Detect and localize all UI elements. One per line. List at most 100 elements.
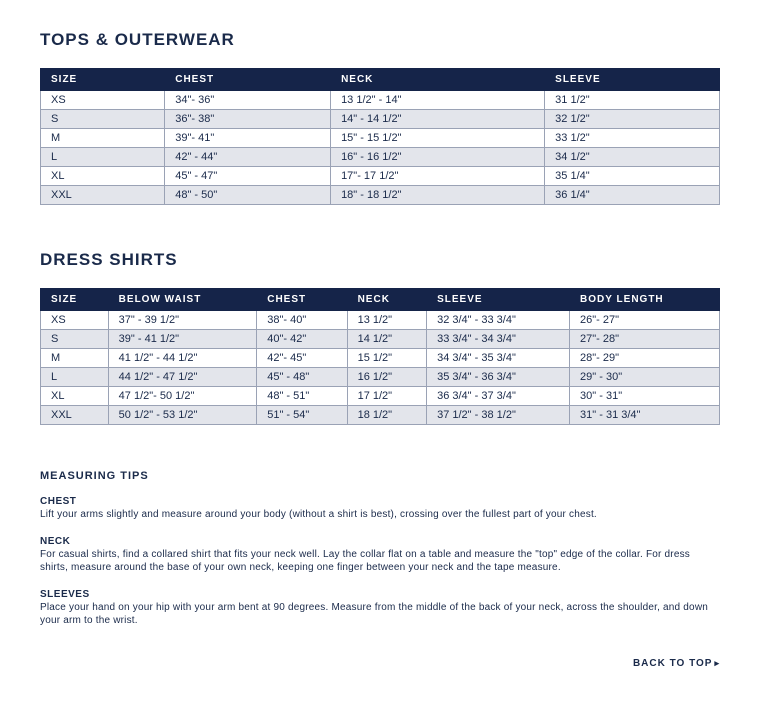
table-row: S39" - 41 1/2"40"- 42"14 1/2"33 3/4" - 3… (41, 330, 720, 349)
table-header-row: SIZEBELOW WAISTCHESTNECKSLEEVEBODY LENGT… (41, 289, 720, 311)
table-cell: 39"- 41" (165, 129, 331, 148)
table-cell: 41 1/2" - 44 1/2" (108, 349, 257, 368)
table-cell: 15" - 15 1/2" (331, 129, 545, 148)
table-cell: XS (41, 311, 109, 330)
tip-text: Lift your arms slightly and measure arou… (40, 508, 720, 522)
column-header: CHEST (165, 69, 331, 91)
back-to-top-link[interactable]: BACK TO TOP▸ (40, 658, 720, 669)
tip-heading: CHEST (40, 496, 720, 507)
table-cell: 37" - 39 1/2" (108, 311, 257, 330)
table-cell: S (41, 110, 165, 129)
table-cell: 32 3/4" - 33 3/4" (427, 311, 570, 330)
table-cell: S (41, 330, 109, 349)
table-cell: 45" - 47" (165, 167, 331, 186)
back-to-top-label: BACK TO TOP (633, 658, 713, 669)
table-cell: 29" - 30" (570, 368, 720, 387)
table-row: L44 1/2" - 47 1/2"45" - 48"16 1/2"35 3/4… (41, 368, 720, 387)
column-header: SIZE (41, 69, 165, 91)
table-cell: 33 3/4" - 34 3/4" (427, 330, 570, 349)
table-cell: L (41, 148, 165, 167)
table-row: XS37" - 39 1/2"38"- 40"13 1/2"32 3/4" - … (41, 311, 720, 330)
tip-block: SLEEVESPlace your hand on your hip with … (40, 589, 720, 628)
table-cell: 42" - 44" (165, 148, 331, 167)
table-row: M39"- 41"15" - 15 1/2"33 1/2" (41, 129, 720, 148)
table-cell: 35 3/4" - 36 3/4" (427, 368, 570, 387)
table-cell: 39" - 41 1/2" (108, 330, 257, 349)
table-cell: 17"- 17 1/2" (331, 167, 545, 186)
column-header: CHEST (257, 289, 347, 311)
table-cell: 14 1/2" (347, 330, 427, 349)
table-cell: 34 3/4" - 35 3/4" (427, 349, 570, 368)
column-header: SLEEVE (545, 69, 720, 91)
table-cell: 51" - 54" (257, 406, 347, 425)
table-cell: 31" - 31 3/4" (570, 406, 720, 425)
table-cell: 13 1/2" (347, 311, 427, 330)
tip-heading: SLEEVES (40, 589, 720, 600)
table-cell: 47 1/2"- 50 1/2" (108, 387, 257, 406)
table-cell: XXL (41, 186, 165, 205)
column-header: SLEEVE (427, 289, 570, 311)
column-header: NECK (347, 289, 427, 311)
table-cell: 50 1/2" - 53 1/2" (108, 406, 257, 425)
table-cell: 27"- 28" (570, 330, 720, 349)
table-cell: 44 1/2" - 47 1/2" (108, 368, 257, 387)
chevron-right-icon: ▸ (714, 658, 720, 668)
table-cell: XL (41, 387, 109, 406)
tip-block: CHESTLift your arms slightly and measure… (40, 496, 720, 522)
table-cell: 38"- 40" (257, 311, 347, 330)
table-cell: 16 1/2" (347, 368, 427, 387)
table-cell: XL (41, 167, 165, 186)
tip-text: For casual shirts, find a collared shirt… (40, 548, 720, 575)
table-cell: 45" - 48" (257, 368, 347, 387)
table-cell: 31 1/2" (545, 91, 720, 110)
table-cell: L (41, 368, 109, 387)
dress-table: SIZEBELOW WAISTCHESTNECKSLEEVEBODY LENGT… (40, 288, 720, 425)
table-cell: 42"- 45" (257, 349, 347, 368)
table-cell: 36"- 38" (165, 110, 331, 129)
dress-title: DRESS SHIRTS (40, 250, 720, 270)
column-header: NECK (331, 69, 545, 91)
table-cell: 36 1/4" (545, 186, 720, 205)
tip-block: NECKFor casual shirts, find a collared s… (40, 536, 720, 575)
table-cell: 36 3/4" - 37 3/4" (427, 387, 570, 406)
table-row: XL47 1/2"- 50 1/2"48" - 51"17 1/2"36 3/4… (41, 387, 720, 406)
table-header-row: SIZECHESTNECKSLEEVE (41, 69, 720, 91)
table-row: XXL48" - 50"18" - 18 1/2"36 1/4" (41, 186, 720, 205)
table-cell: 18 1/2" (347, 406, 427, 425)
table-cell: 14" - 14 1/2" (331, 110, 545, 129)
table-cell: 17 1/2" (347, 387, 427, 406)
table-cell: 34"- 36" (165, 91, 331, 110)
table-cell: 48" - 50" (165, 186, 331, 205)
table-cell: 33 1/2" (545, 129, 720, 148)
table-row: M41 1/2" - 44 1/2"42"- 45"15 1/2"34 3/4"… (41, 349, 720, 368)
column-header: BELOW WAIST (108, 289, 257, 311)
table-row: XXL50 1/2" - 53 1/2"51" - 54"18 1/2"37 1… (41, 406, 720, 425)
tips-title: MEASURING TIPS (40, 470, 720, 482)
column-header: SIZE (41, 289, 109, 311)
tip-heading: NECK (40, 536, 720, 547)
table-row: XL45" - 47"17"- 17 1/2"35 1/4" (41, 167, 720, 186)
table-row: S36"- 38"14" - 14 1/2"32 1/2" (41, 110, 720, 129)
table-cell: 32 1/2" (545, 110, 720, 129)
table-cell: 35 1/4" (545, 167, 720, 186)
table-cell: 18" - 18 1/2" (331, 186, 545, 205)
tops-table: SIZECHESTNECKSLEEVE XS34"- 36"13 1/2" - … (40, 68, 720, 205)
table-cell: 28"- 29" (570, 349, 720, 368)
tips-container: CHESTLift your arms slightly and measure… (40, 496, 720, 628)
table-cell: 26"- 27" (570, 311, 720, 330)
table-cell: 16" - 16 1/2" (331, 148, 545, 167)
table-cell: 30" - 31" (570, 387, 720, 406)
table-cell: 37 1/2" - 38 1/2" (427, 406, 570, 425)
table-cell: 40"- 42" (257, 330, 347, 349)
tops-title: TOPS & OUTERWEAR (40, 30, 720, 50)
table-cell: M (41, 129, 165, 148)
table-cell: 13 1/2" - 14" (331, 91, 545, 110)
column-header: BODY LENGTH (570, 289, 720, 311)
table-cell: 15 1/2" (347, 349, 427, 368)
tip-text: Place your hand on your hip with your ar… (40, 601, 720, 628)
table-cell: XS (41, 91, 165, 110)
table-cell: M (41, 349, 109, 368)
table-cell: 34 1/2" (545, 148, 720, 167)
table-cell: 48" - 51" (257, 387, 347, 406)
table-row: XS34"- 36"13 1/2" - 14"31 1/2" (41, 91, 720, 110)
